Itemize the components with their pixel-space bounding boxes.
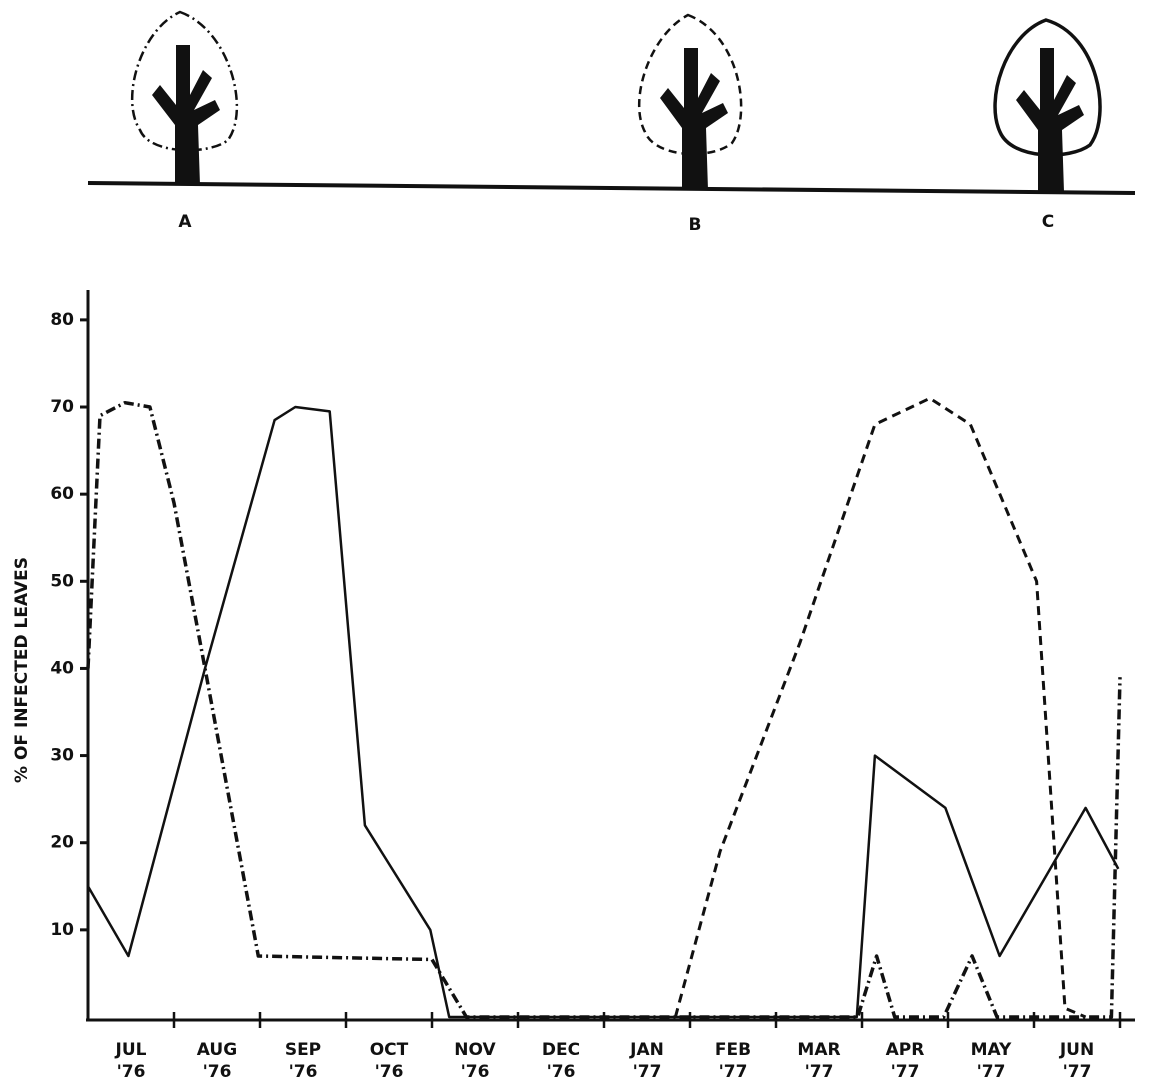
tree-trunk <box>152 45 220 185</box>
x-tick-label: OCT <box>370 1040 409 1060</box>
tree-label: C <box>1042 212 1054 232</box>
x-tick-label: DEC <box>542 1040 580 1060</box>
x-tick-label: '77 <box>977 1062 1006 1082</box>
ground-line <box>87 181 1136 195</box>
tree-label: B <box>689 215 702 235</box>
x-tick-label: NOV <box>454 1040 496 1060</box>
tree-trunk <box>1016 48 1084 192</box>
tree-label: A <box>178 212 192 232</box>
y-axis-label: % OF INFECTED LEAVES <box>12 557 32 783</box>
x-tick-label: FEB <box>715 1040 751 1060</box>
series-line <box>86 405 1120 1019</box>
x-tick-label: '77 <box>805 1062 834 1082</box>
x-tick-label: AUG <box>197 1040 237 1060</box>
y-tick-label: 60 <box>50 484 74 504</box>
x-tick-label: '76 <box>289 1062 318 1082</box>
y-tick-label: 30 <box>50 746 74 766</box>
series-line <box>86 400 1122 1019</box>
y-tick-label: 80 <box>50 310 74 330</box>
x-tick-label: '77 <box>1063 1062 1092 1082</box>
tree-trunk <box>660 48 728 190</box>
y-tick-label: 10 <box>50 920 74 940</box>
x-tick-label: MAY <box>971 1040 1012 1060</box>
x-tick-label: '76 <box>117 1062 146 1082</box>
tree-canopy <box>637 13 743 156</box>
x-tick-label: MAR <box>797 1040 840 1060</box>
y-tick-label: 50 <box>50 571 74 591</box>
x-tick-label: APR <box>886 1040 925 1060</box>
x-tick-label: '77 <box>891 1062 920 1082</box>
x-tick-label: '76 <box>203 1062 232 1082</box>
y-tick-label: 40 <box>50 658 74 678</box>
x-tick-label: '77 <box>633 1062 662 1082</box>
x-tick-label: '76 <box>375 1062 404 1082</box>
x-tick-label: SEP <box>285 1040 321 1060</box>
tree-illustration <box>87 10 1136 195</box>
x-tick-label: JAN <box>629 1040 664 1060</box>
x-tick-label: JUN <box>1059 1040 1094 1060</box>
x-tick-label: '76 <box>461 1062 490 1082</box>
y-tick-label: 20 <box>50 833 74 853</box>
x-tick-label: '77 <box>719 1062 748 1082</box>
x-tick-label: '76 <box>547 1062 576 1082</box>
x-tick-label: JUL <box>115 1040 147 1060</box>
y-tick-label: 70 <box>50 397 74 417</box>
series-line <box>673 396 1087 1019</box>
